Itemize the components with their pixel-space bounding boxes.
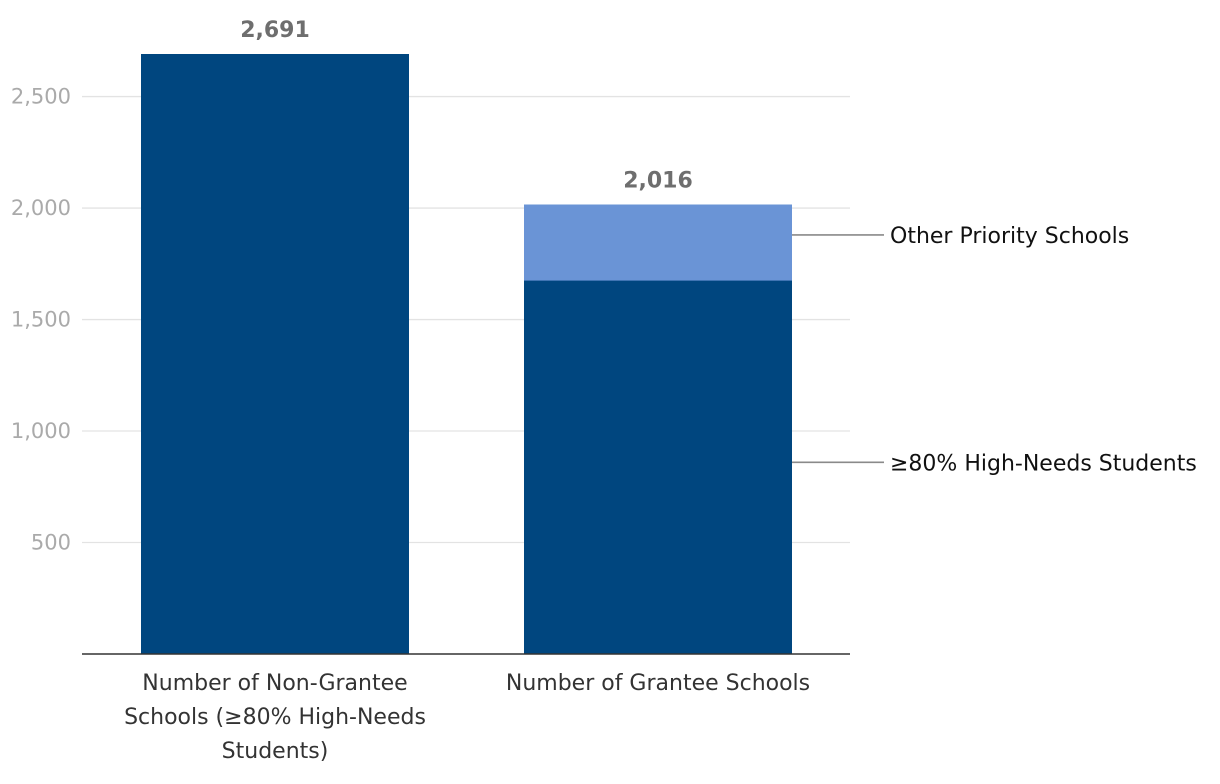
bar-segment-high-needs <box>141 54 409 654</box>
x-category-label: Number of Non-Grantee <box>142 671 407 696</box>
x-category-label: Students) <box>222 739 329 764</box>
bar-total-label: 2,016 <box>623 169 693 194</box>
y-axis-tick-labels: 500 1,000 1,500 2,000 2,500 <box>11 85 71 555</box>
y-tick-label: 2,000 <box>11 196 71 220</box>
bars <box>141 54 792 654</box>
bar-total-labels: 2,691 2,016 <box>240 18 693 194</box>
x-category-label: Schools (≥80% High-Needs <box>124 705 426 730</box>
legend-label: ≥80% High-Needs Students <box>890 451 1197 476</box>
legend: ≥80% High-Needs Students Other Priority S… <box>792 224 1197 476</box>
y-tick-label: 1,500 <box>11 308 71 332</box>
y-tick-label: 1,000 <box>11 419 71 443</box>
bar-segment-other-priority <box>524 204 792 281</box>
legend-label: Other Priority Schools <box>890 224 1129 249</box>
bar-total-label: 2,691 <box>240 18 310 43</box>
y-tick-label: 2,500 <box>11 85 71 109</box>
bar-segment-high-needs <box>524 280 792 654</box>
x-category-label: Number of Grantee Schools <box>506 671 810 696</box>
x-axis-category-labels: Number of Non-Grantee Schools (≥80% High-… <box>124 671 810 764</box>
y-tick-label: 500 <box>31 531 71 555</box>
